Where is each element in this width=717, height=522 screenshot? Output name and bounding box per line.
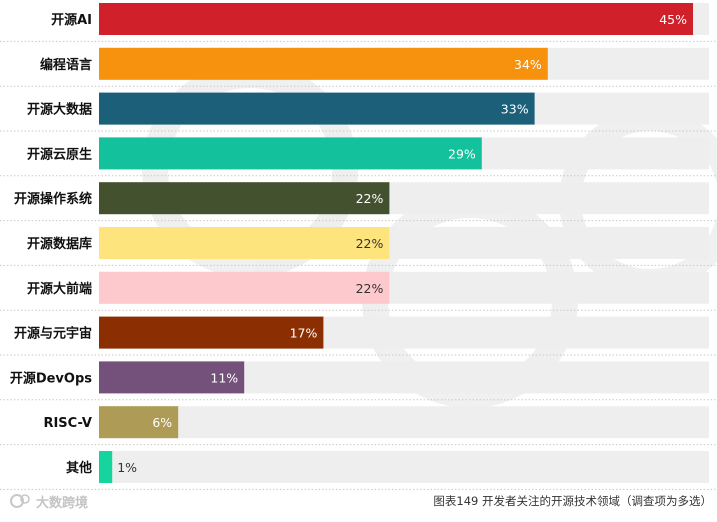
value-label: 45% bbox=[659, 12, 687, 27]
bar bbox=[99, 451, 113, 483]
category-label: RISC-V bbox=[43, 416, 92, 431]
value-label: 33% bbox=[501, 102, 529, 117]
bar-rows: 开源AI 45%编程语言 34%开源大数据 33%开源云原生 29%开源操作系统 22%开… bbox=[0, 3, 717, 490]
chart-caption: 图表149 开发者关注的开源技术领域（调查项为多选） bbox=[433, 494, 712, 508]
bar-row: 开源大数据 33% bbox=[0, 92, 717, 132]
category-label: 开源DevOps bbox=[10, 370, 92, 386]
category-label: 开源与元宇宙 bbox=[14, 326, 92, 342]
category-label: 开源大数据 bbox=[27, 102, 92, 118]
bar-row: 其他 1% bbox=[0, 451, 717, 490]
watermark-text: 大数跨境 bbox=[36, 495, 88, 511]
category-label: 编程语言 bbox=[40, 57, 92, 73]
bar bbox=[99, 316, 324, 349]
bar-track bbox=[99, 451, 709, 483]
csdn-logo-icon bbox=[10, 494, 30, 508]
bar-row: 开源AI 45% bbox=[0, 3, 717, 42]
bar-row: 开源操作系统 22% bbox=[0, 182, 717, 222]
category-label: 开源数据库 bbox=[27, 236, 92, 252]
bar-row: 编程语言 34% bbox=[0, 47, 717, 87]
category-label: 开源大前端 bbox=[27, 281, 92, 297]
bar-row: 开源与元宇宙 17% bbox=[0, 316, 717, 356]
value-label: 29% bbox=[448, 146, 476, 161]
bar bbox=[99, 47, 548, 80]
value-label: 6% bbox=[152, 415, 172, 430]
bar-row: 开源大前端 22% bbox=[0, 271, 717, 311]
value-label: 22% bbox=[356, 236, 384, 251]
value-label: 22% bbox=[356, 191, 384, 206]
bar bbox=[99, 227, 390, 259]
value-label: 22% bbox=[356, 281, 384, 296]
bar bbox=[99, 361, 245, 394]
category-label: 开源云原生 bbox=[27, 146, 92, 162]
bar-track bbox=[99, 406, 709, 439]
bar bbox=[99, 92, 535, 125]
category-label: 开源操作系统 bbox=[14, 191, 92, 207]
value-label: 17% bbox=[290, 326, 318, 341]
category-label: 其他 bbox=[66, 460, 92, 476]
footer: 大数跨境 图表149 开发者关注的开源技术领域（调查项为多选） bbox=[10, 494, 712, 511]
bar bbox=[99, 271, 390, 304]
value-label: 1% bbox=[117, 460, 137, 475]
bar bbox=[99, 182, 390, 215]
bar-row: RISC-V 6% bbox=[0, 406, 717, 446]
value-label: 11% bbox=[210, 370, 238, 385]
category-label: 开源AI bbox=[51, 12, 92, 28]
bar bbox=[99, 406, 179, 439]
bar bbox=[99, 137, 482, 170]
value-label: 34% bbox=[514, 57, 542, 72]
bar-row: 开源数据库 22% bbox=[0, 227, 717, 266]
bar-row: 开源云原生 29% bbox=[0, 137, 717, 177]
bar bbox=[99, 3, 693, 35]
bar-row: 开源DevOps 11% bbox=[0, 361, 717, 401]
